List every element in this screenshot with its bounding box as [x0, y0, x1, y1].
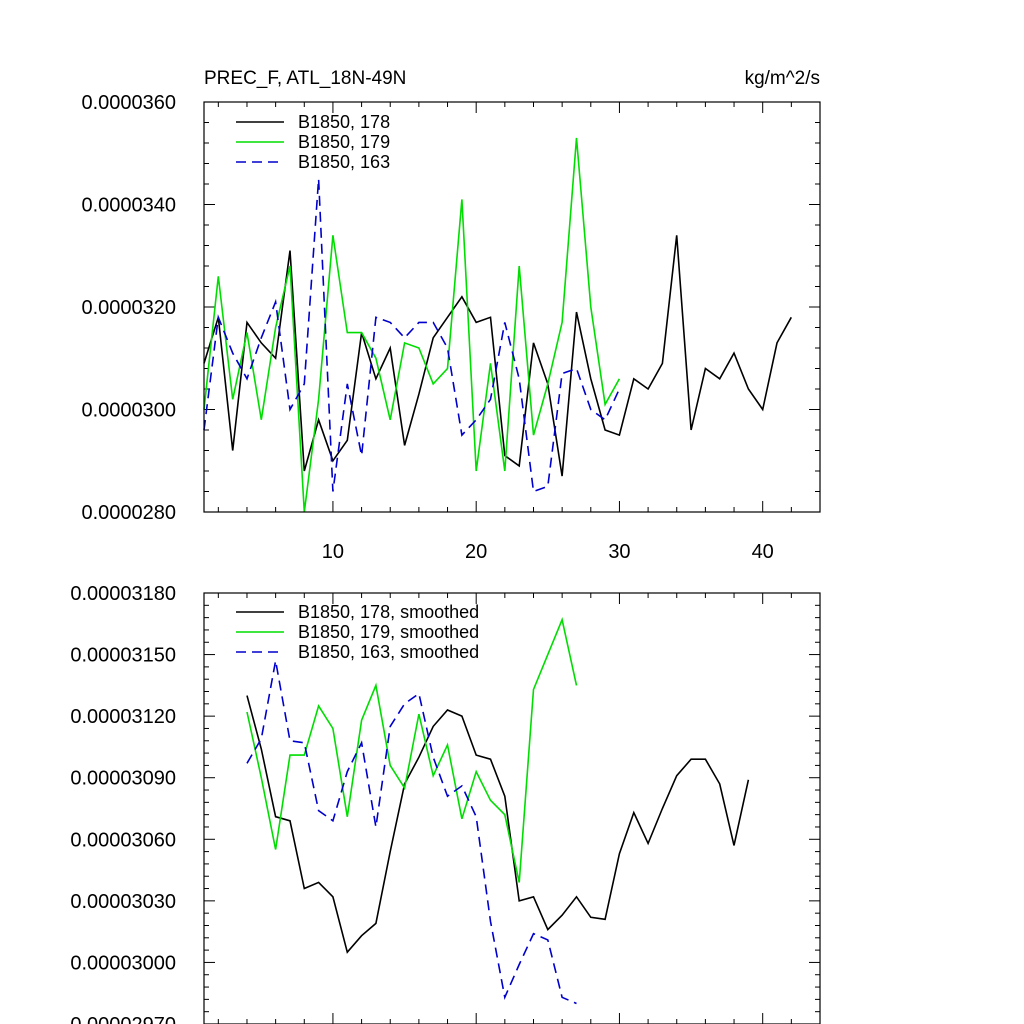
legend-label: B1850, 179, smoothed [298, 622, 479, 642]
y-tick-label: 0.0000360 [81, 92, 176, 114]
x-tick-label: 30 [608, 541, 630, 563]
series-line-2 [203, 137, 621, 513]
legend-label: B1850, 163, smoothed [298, 642, 479, 662]
y-tick-label: 0.00003120 [70, 706, 176, 728]
x-tick-label: 20 [465, 541, 487, 563]
y-tick-label: 0.00003090 [70, 768, 176, 790]
top-panel-series [203, 137, 792, 513]
y-tick-label: 0.0000300 [81, 400, 176, 422]
legend-label: B1850, 178 [298, 112, 390, 132]
series-line-1 [246, 695, 750, 954]
bottom-panel-series [246, 617, 750, 1005]
y-tick-label: 0.00003060 [70, 829, 176, 851]
top-panel-frame [203, 101, 821, 513]
y-tick-label: 0.00003150 [70, 645, 176, 667]
bottom-panel-frame [203, 592, 821, 1024]
bottom-panel-ticks: 0.00002970 0.00003000 0.00003030 0.00003060… [70, 583, 820, 1024]
y-tick-label: 0.0000280 [81, 502, 176, 524]
top-panel-units: kg/m^2/s [745, 68, 820, 89]
series-line-3 [246, 660, 577, 1005]
y-tick-label: 0.00003000 [70, 952, 176, 974]
top-panel: PREC_F, ATL_18N-49N kg/m^2/s 0.00002800.… [81, 68, 821, 563]
series-line-1 [203, 235, 792, 477]
y-tick-label: 0.00003030 [70, 891, 176, 913]
legend-label: B1850, 179 [298, 132, 390, 152]
series-line-3 [203, 178, 621, 493]
x-tick-label: 40 [752, 541, 774, 563]
bottom-panel: 0.00002970 0.00003000 0.00003030 0.00003060… [70, 583, 821, 1024]
x-tick-label: 10 [322, 541, 344, 563]
legend-label: B1850, 163 [298, 152, 390, 172]
y-tick-label: 0.0000340 [81, 195, 176, 217]
legend-label: B1850, 178, smoothed [298, 602, 479, 622]
series-line-2 [246, 617, 578, 883]
y-tick-label: 0.00003180 [70, 583, 176, 605]
top-panel-title: PREC_F, ATL_18N-49N [204, 68, 406, 89]
y-tick-label: 0.0000320 [81, 297, 176, 319]
top-panel-ticks: 0.0000280 0.0000300 0.0000320 0.0000340 0.00… [81, 92, 820, 563]
y-tick-label: 0.00002970 [70, 1014, 176, 1024]
